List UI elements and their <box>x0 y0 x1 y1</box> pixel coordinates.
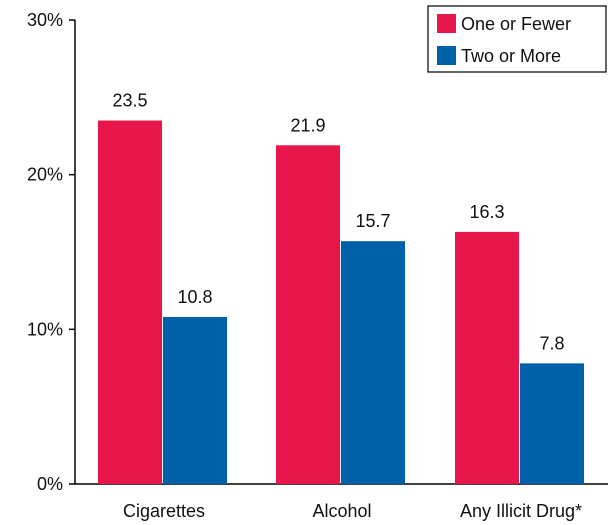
bar-two-or-more-any-illicit-drug <box>520 363 584 484</box>
bars <box>98 121 584 484</box>
data-label-one-or-fewer-cigarettes: 23.5 <box>112 91 147 111</box>
legend: One or Fewer Two or More <box>428 6 606 72</box>
data-label-two-or-more-alcohol: 15.7 <box>355 211 390 231</box>
y-tick-label: 20% <box>27 165 63 185</box>
y-tick-label: 30% <box>27 10 63 30</box>
legend-swatch-two-or-more <box>437 46 456 65</box>
y-tick-label: 10% <box>27 319 63 339</box>
y-ticks: 0% 10% 20% 30% <box>27 10 75 494</box>
legend-label-two-or-more: Two or More <box>461 46 561 66</box>
legend-swatch-one-or-fewer <box>437 14 456 33</box>
category-labels: Cigarettes Alcohol Any Illicit Drug* <box>123 501 582 521</box>
bar-one-or-fewer-cigarettes <box>98 121 162 484</box>
y-tick-label: 0% <box>37 474 63 494</box>
data-label-two-or-more-any-illicit-drug: 7.8 <box>539 333 564 353</box>
legend-label-one-or-fewer: One or Fewer <box>461 14 571 34</box>
category-label-cigarettes: Cigarettes <box>123 501 205 521</box>
data-label-one-or-fewer-any-illicit-drug: 16.3 <box>469 202 504 222</box>
bar-two-or-more-cigarettes <box>163 317 227 484</box>
data-label-two-or-more-cigarettes: 10.8 <box>177 287 212 307</box>
data-label-one-or-fewer-alcohol: 21.9 <box>290 115 325 135</box>
category-label-any-illicit-drug: Any Illicit Drug* <box>460 501 582 521</box>
bar-one-or-fewer-alcohol <box>276 145 340 484</box>
category-label-alcohol: Alcohol <box>312 501 371 521</box>
bar-two-or-more-alcohol <box>341 241 405 484</box>
bar-one-or-fewer-any-illicit-drug <box>455 232 519 484</box>
